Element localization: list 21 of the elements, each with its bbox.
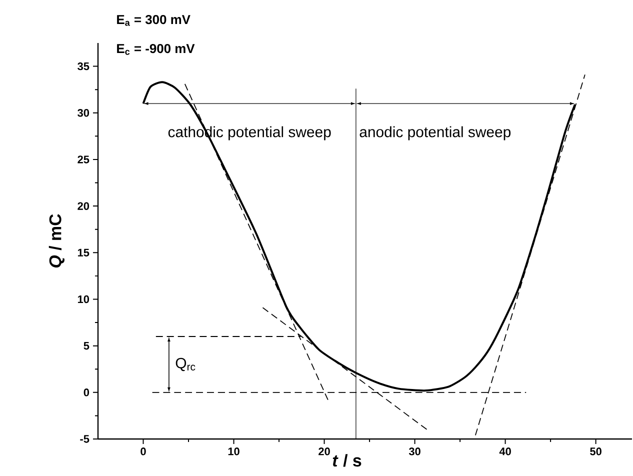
- x-tick-label: 0: [140, 448, 146, 456]
- y-tick-label: 20: [78, 202, 90, 210]
- annotation: E$_{c}$ = -900 mV: [117, 44, 195, 55]
- y-tick-label: 30: [78, 109, 90, 117]
- x-tick-label: 50: [590, 448, 602, 456]
- x-tick-label: 30: [408, 448, 420, 456]
- x-tick-label: 40: [499, 448, 511, 456]
- y-tick-label: 5: [84, 342, 90, 350]
- y-tick-label: 25: [78, 156, 90, 164]
- y-tick-label: 35: [78, 62, 90, 70]
- y-tick-label: 0: [84, 388, 90, 396]
- x-tick-label: 10: [228, 448, 240, 456]
- annotation: anodic potential sweep: [360, 126, 511, 140]
- y-tick-label: 15: [78, 248, 90, 256]
- x-tick-label: 20: [318, 448, 330, 456]
- y-axis-title: Q / mC: [48, 214, 64, 268]
- x-axis-title: t / s: [332, 454, 362, 467]
- y-tick-label: -5: [80, 435, 90, 443]
- annotation: Q$_{rc}$: [176, 358, 196, 372]
- y-tick-label: 10: [78, 295, 90, 304]
- text: E$_{a}$ = 300 mV: [117, 14, 190, 26]
